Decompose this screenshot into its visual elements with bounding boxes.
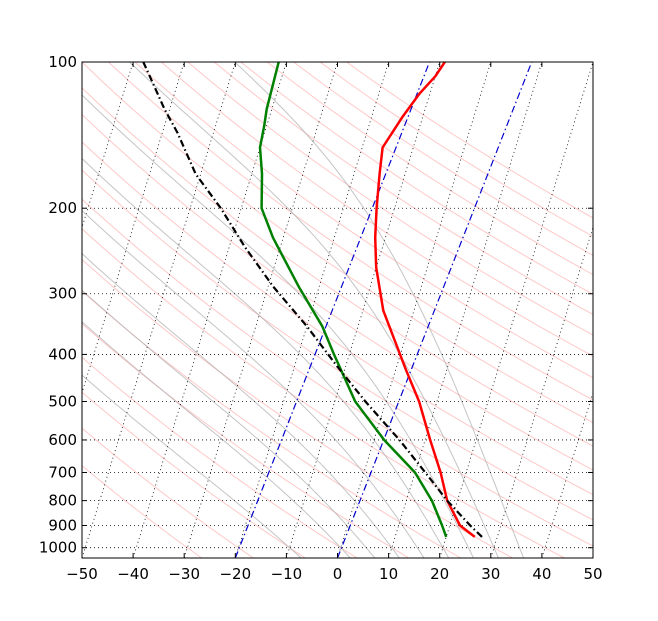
- grid-line-isotherm: [183, 62, 338, 558]
- moist-adiabat: [234, 62, 524, 558]
- x-tick-label: 10: [379, 565, 398, 583]
- dry-adiabat: [82, 427, 254, 558]
- grid-line-isotherm: [337, 62, 492, 558]
- dry-adiabat: [160, 62, 593, 357]
- dry-adiabat: [82, 465, 202, 558]
- background-lines: [82, 62, 593, 558]
- y-tick-label: 800: [48, 492, 77, 510]
- moist-adiabat: [82, 209, 425, 558]
- dry-adiabat: [187, 62, 593, 336]
- y-tick-label: 500: [48, 392, 77, 410]
- grid-line-isotherm: [234, 62, 389, 558]
- dry-adiabat: [82, 290, 461, 558]
- series-line-2: [142, 62, 483, 538]
- y-tick-label: 200: [48, 199, 77, 217]
- dry-adiabat: [213, 62, 593, 315]
- x-tick-label: −30: [168, 565, 200, 583]
- y-tick-label: 700: [48, 463, 77, 481]
- x-tick-label: −20: [219, 565, 251, 583]
- reference-lines: [234, 62, 533, 558]
- moist-adiabat: [82, 252, 400, 558]
- grid-line-isotherm: [82, 62, 236, 558]
- grid-line-isotherm: [439, 62, 593, 558]
- series-line-0: [373, 62, 476, 538]
- dry-adiabat: [82, 113, 593, 471]
- series-group: [142, 62, 483, 538]
- x-axis: −50 −40 −30 −20 −10 0 10 20 30 40 50: [66, 62, 603, 583]
- dry-adiabat: [108, 62, 593, 401]
- y-tick-label: 300: [48, 285, 77, 303]
- dry-adiabat: [240, 62, 593, 295]
- dry-adiabat: [266, 62, 593, 276]
- dry-adiabat: [82, 87, 593, 447]
- dry-adiabat: [82, 141, 593, 496]
- x-tick-label: −50: [66, 565, 98, 583]
- x-tick-label: 40: [532, 565, 551, 583]
- mixing-ratio-line: [336, 62, 533, 558]
- moist-adiabat: [82, 94, 474, 558]
- x-tick-label: −40: [117, 565, 149, 583]
- x-tick-label: 20: [430, 565, 449, 583]
- moist-adiabat: [129, 62, 499, 558]
- dry-adiabat: [82, 228, 565, 558]
- dry-adiabat: [82, 391, 306, 558]
- x-tick-label: 0: [333, 565, 343, 583]
- moist-adiabat: [82, 374, 302, 558]
- x-tick-label: −10: [271, 565, 303, 583]
- dry-adiabat: [134, 62, 593, 379]
- dry-adiabat: [82, 62, 593, 424]
- grid-line-isotherm: [388, 62, 543, 558]
- y-tick-label: 900: [48, 516, 77, 534]
- y-axis: 100 200 300 400 500 600 700 800 900 1000: [39, 53, 593, 557]
- moist-adiabat: [82, 321, 351, 558]
- dry-adiabat: [82, 258, 513, 558]
- dry-adiabat: [82, 323, 410, 558]
- y-tick-label: 100: [48, 53, 77, 71]
- grid-line-isotherm: [82, 62, 134, 229]
- y-tick-label: 1000: [39, 539, 77, 557]
- moist-adiabat: [82, 289, 376, 558]
- x-tick-label: 50: [583, 565, 602, 583]
- mixing-ratio-line: [234, 62, 431, 558]
- x-tick-label: 30: [481, 565, 500, 583]
- series-line-1: [258, 62, 448, 538]
- grid-line-isotherm: [286, 62, 441, 558]
- moist-adiabat: [82, 157, 450, 558]
- dry-adiabat: [82, 169, 593, 521]
- y-tick-label: 600: [48, 431, 77, 449]
- grid-line-isotherm: [82, 62, 185, 395]
- dry-adiabat: [82, 198, 593, 547]
- y-tick-label: 400: [48, 345, 77, 363]
